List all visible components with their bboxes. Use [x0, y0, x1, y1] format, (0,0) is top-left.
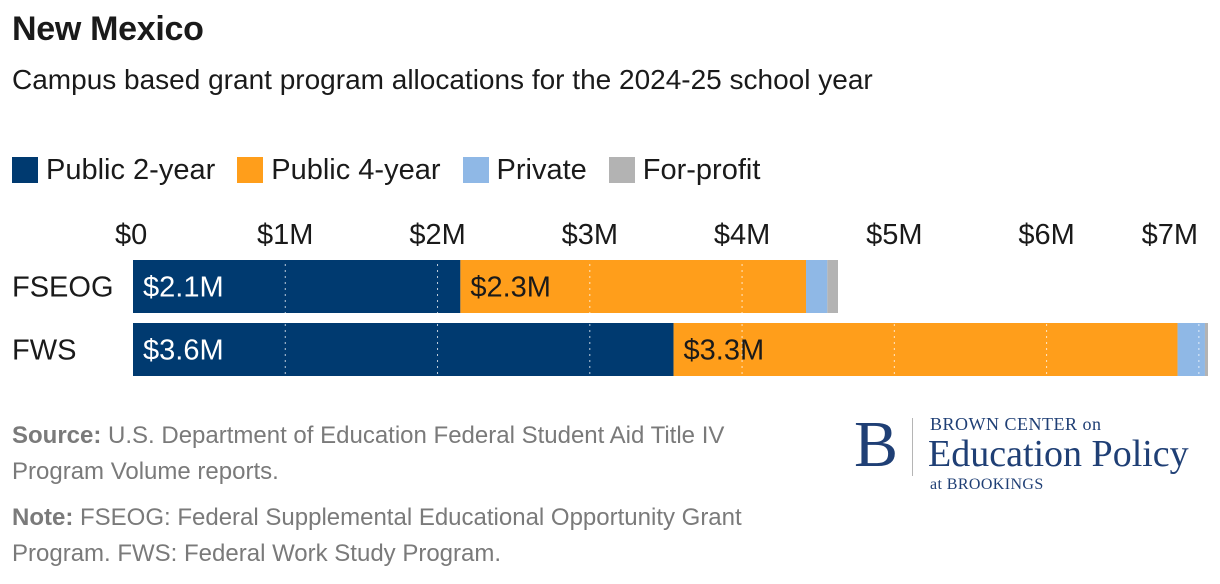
bar-fseog-public-4-year: [460, 260, 807, 313]
legend-swatch-public-4-year: [237, 157, 264, 183]
bar-fseog-for-profit: [827, 260, 838, 313]
bar-value-label: $2.1M: [143, 272, 224, 304]
logo-letter: B: [854, 408, 899, 481]
bar-fws-public-4-year: [673, 323, 1178, 376]
stacked-bar-chart: $0 $1M $2M $3M $4M $5M $6M $7M $2.1M $2.3M FSEOG $3…: [12, 219, 1208, 378]
legend-swatch-public-2-year: [12, 157, 38, 183]
logo-line-1: BROWN CENTER on: [930, 414, 1102, 434]
x-tick-label: $7M: [1142, 219, 1198, 251]
bar-value-label: $2.3M: [470, 272, 551, 304]
footnote: Note: FSEOG: Federal Supplemental Educat…: [12, 500, 812, 572]
legend-swatch-for-profit: [608, 157, 635, 183]
legend-label-private: Private: [496, 153, 587, 186]
source-text: U.S. Department of Education Federal Stu…: [12, 422, 725, 485]
legend: Public 2-year Public 4-year Private For-…: [12, 152, 782, 188]
x-tick-label: $0: [115, 219, 147, 251]
legend-item-public-4-year: Public 4-year: [237, 153, 441, 187]
x-tick-label: $5M: [866, 219, 922, 251]
legend-label-for-profit: For-profit: [642, 153, 761, 186]
chart-title: New Mexico: [12, 10, 204, 48]
source-note: Source: U.S. Department of Education Fed…: [12, 418, 812, 490]
note-text: FSEOG: Federal Supplemental Educational …: [12, 504, 742, 567]
legend-item-for-profit: For-profit: [608, 153, 761, 187]
x-tick-label: $1M: [257, 219, 313, 251]
bar-value-label: $3.3M: [684, 335, 765, 367]
source-label: Source:: [12, 422, 102, 449]
legend-label-public-4-year: Public 4-year: [271, 153, 441, 186]
legend-item-private: Private: [462, 153, 587, 187]
bar-fseog-private: [806, 260, 828, 313]
logo-divider: [912, 418, 913, 476]
brown-center-logo: B BROWN CENTER on Education Policy at BR…: [852, 412, 1212, 496]
x-tick-label: $4M: [714, 219, 770, 251]
logo-line-3: at BROOKINGS: [930, 476, 1044, 493]
category-label-fseog: FSEOG: [12, 272, 114, 304]
legend-item-public-2-year: Public 2-year: [12, 154, 215, 187]
x-tick-label: $3M: [562, 219, 618, 251]
legend-swatch-private: [462, 157, 489, 183]
x-tick-label: $2M: [409, 219, 465, 251]
bar-fseog-public-2-year: [133, 260, 461, 313]
bar-fws-private: [1177, 323, 1205, 376]
chart-subtitle: Campus based grant program allocations f…: [12, 64, 873, 95]
category-label-fws: FWS: [12, 335, 76, 367]
legend-label-public-2-year: Public 2-year: [46, 153, 216, 186]
bar-fws-for-profit: [1204, 323, 1208, 376]
bar-fws-public-2-year: [133, 323, 674, 376]
note-label: Note:: [12, 504, 74, 531]
logo-line-2: Education Policy: [928, 433, 1189, 475]
bar-value-label: $3.6M: [143, 335, 224, 367]
x-tick-label: $6M: [1018, 219, 1074, 251]
